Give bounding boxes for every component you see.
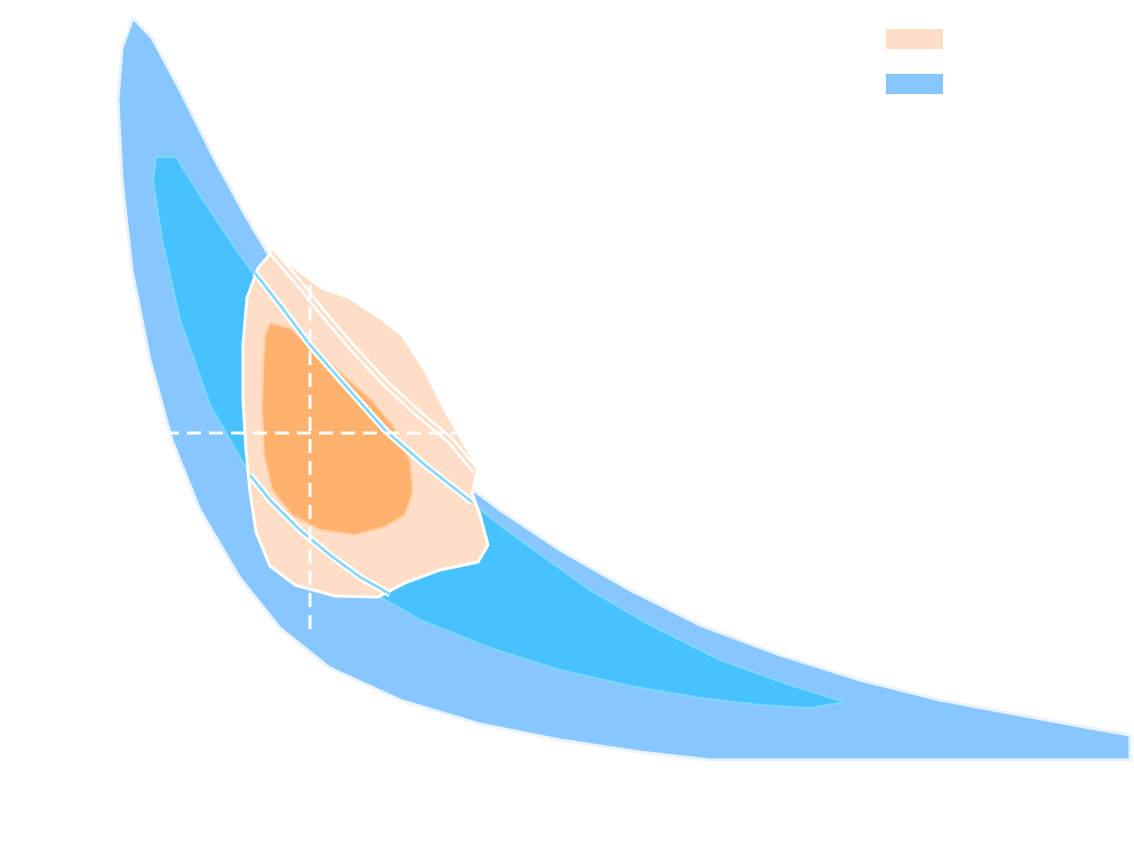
blue-inner-edge-overlay-line: [254, 272, 473, 503]
orange-inner-contour: [260, 321, 415, 537]
legend-swatch-blue: [886, 74, 943, 94]
blue-inner-lower-edge-overlay-line: [249, 474, 391, 596]
blue-outer-edge-overlay-line: [270, 251, 477, 471]
legend-swatch-orange: [886, 29, 943, 49]
